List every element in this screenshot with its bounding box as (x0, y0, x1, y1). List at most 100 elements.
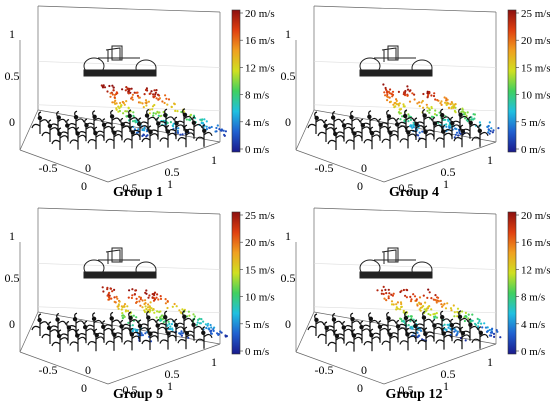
particle (448, 126, 451, 129)
x-tick-label: -0.5 (315, 363, 334, 377)
particle (416, 102, 419, 105)
particle (447, 102, 450, 105)
panel-2: 00.51-0.5 0 0.510 0.5 10 m/s5 m/s10 m/s15 m/… (281, 5, 550, 200)
colorbar-tick-label: 20 m/s (521, 210, 550, 222)
particle (205, 125, 208, 128)
particle (394, 105, 397, 108)
z-tick-label: 0.5 (281, 271, 296, 285)
particle (135, 91, 138, 94)
particle (107, 296, 111, 299)
particle (160, 314, 163, 317)
particle (212, 328, 215, 331)
particle (395, 303, 398, 306)
particle (131, 288, 134, 291)
particle (415, 299, 418, 302)
y-tick-label: 0.5 (399, 383, 414, 397)
particle (127, 92, 130, 95)
particle (152, 299, 156, 302)
particle (157, 111, 160, 114)
particle (423, 308, 426, 311)
particle (426, 109, 429, 112)
particle (173, 102, 176, 105)
particle (173, 302, 176, 306)
particle (402, 288, 405, 292)
particle (412, 123, 415, 126)
particle (132, 114, 135, 117)
particle (140, 334, 143, 337)
x-tick-label: -0.5 (315, 161, 334, 175)
colorbar-tick-label: 4 m/s (245, 117, 269, 129)
particle (422, 106, 425, 109)
particle (425, 309, 428, 312)
particle (387, 96, 390, 99)
particle (453, 311, 456, 314)
particle (176, 110, 179, 113)
particle (435, 316, 439, 319)
particle (220, 331, 223, 334)
particle (392, 303, 395, 306)
particle (462, 113, 465, 116)
particle (111, 101, 114, 104)
particle (388, 292, 391, 295)
particle (121, 317, 125, 320)
particle (113, 288, 116, 291)
colorbar-tick-label: 0 m/s (521, 144, 545, 156)
particle (460, 110, 463, 113)
colorbar-tick-label: 15 m/s (521, 62, 550, 74)
particle (398, 102, 401, 105)
particle (152, 95, 155, 98)
x-tick-label: 1 (211, 355, 217, 369)
particle (126, 305, 129, 308)
particle (455, 131, 459, 134)
particle (201, 121, 204, 124)
particle (422, 92, 425, 96)
sprayer-boom (359, 247, 433, 279)
particle (384, 288, 387, 291)
x-tick-label: 0.5 (441, 165, 456, 179)
particle (432, 94, 436, 98)
particle (454, 329, 457, 332)
particle (140, 332, 143, 335)
particle (169, 121, 172, 124)
z-tick-label: 1 (9, 229, 15, 243)
particle (454, 106, 457, 109)
particle (167, 320, 170, 323)
particle (445, 103, 448, 107)
particle (466, 111, 469, 114)
particle (131, 93, 134, 96)
panel-1: 00.51-0.5 0 0.510 0.5 10 m/s4 m/s8 m/s12 m/s… (5, 5, 275, 200)
colorbar-tick-label: 20 m/s (521, 35, 550, 47)
particle (401, 115, 404, 118)
colorbar-tick-label: 15 m/s (245, 264, 275, 276)
particle (153, 311, 156, 314)
particle (395, 308, 398, 311)
particle (171, 328, 174, 331)
particle (155, 296, 158, 299)
particle (135, 301, 138, 304)
particle (407, 113, 410, 116)
particle (395, 306, 398, 309)
particle (417, 334, 420, 337)
particle (192, 313, 195, 316)
particle (400, 318, 403, 321)
particle (473, 322, 477, 325)
particle (385, 299, 388, 302)
particle (112, 86, 115, 89)
particle (409, 320, 412, 323)
particle (418, 296, 422, 299)
particle (179, 311, 182, 314)
particle (109, 287, 113, 290)
particle (207, 322, 210, 325)
particle (407, 120, 410, 123)
colorbar-tick-label: 8 m/s (245, 90, 269, 102)
particle (115, 295, 118, 298)
particle (391, 95, 394, 98)
particle (138, 295, 141, 298)
particle (143, 310, 147, 314)
particle (442, 118, 445, 121)
particle (399, 118, 402, 121)
particle (151, 108, 154, 111)
particle (209, 323, 212, 327)
z-tick-label: 0 (285, 317, 291, 331)
particle (389, 88, 392, 91)
